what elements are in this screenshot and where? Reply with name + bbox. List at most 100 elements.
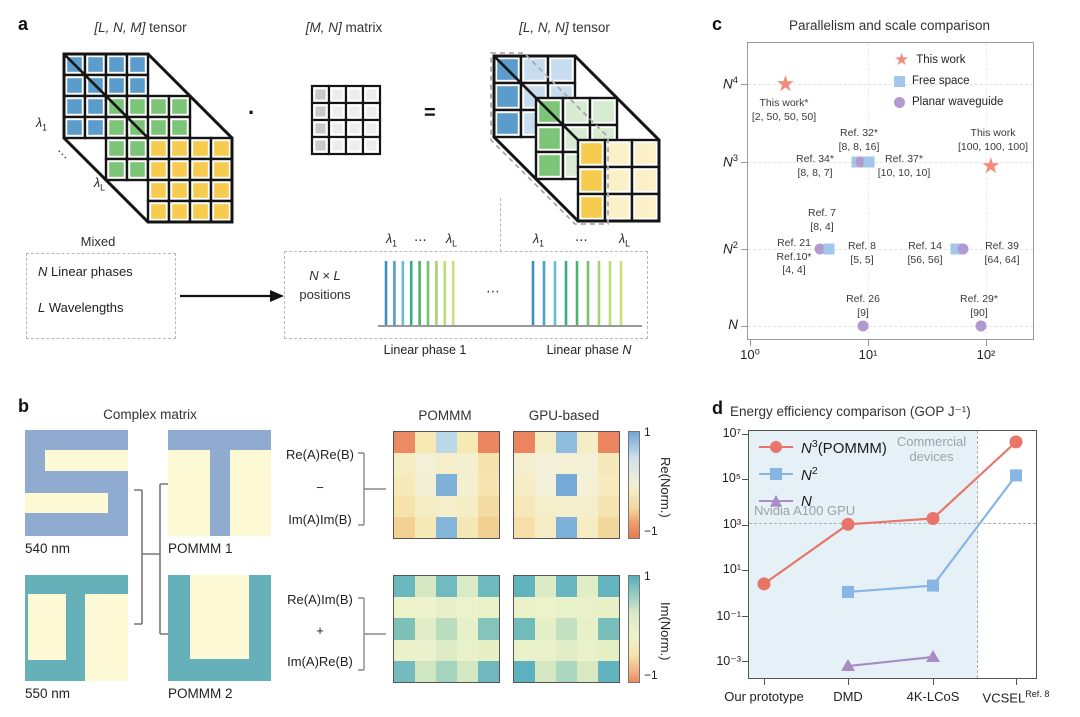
annotation: Ref. 26 [9] — [846, 293, 880, 319]
tensor-cell-fill — [88, 120, 103, 135]
tensor-cell-fill — [109, 57, 124, 72]
matrix-diagram — [310, 84, 382, 156]
square-marker — [863, 156, 875, 168]
tensor-depth-line — [493, 55, 579, 141]
square-icon — [894, 75, 905, 87]
heatmap-cell — [478, 576, 499, 598]
mixed-line-2: L Wavelengths — [38, 300, 124, 315]
circle-icon — [894, 96, 905, 108]
x-tick — [868, 339, 869, 346]
legend-line — [759, 494, 793, 507]
legend-label: N2 — [801, 464, 818, 484]
colorbar-re-max: 1 — [644, 425, 651, 439]
formula-re-im: Re(A)Im(B) — [287, 592, 353, 607]
panel-b-label: b — [18, 396, 29, 416]
x-axis-label: VCSELRef. 8 — [982, 689, 1050, 706]
tensor-cell-fill — [130, 57, 145, 72]
tensor-cell-fill — [608, 170, 629, 191]
circle-marker — [814, 243, 826, 255]
heatmap-cell — [514, 639, 535, 661]
legend-label: N — [801, 492, 812, 510]
y-tick — [742, 661, 749, 662]
heatmap-cell — [598, 432, 619, 454]
heatmap-cell — [436, 597, 457, 619]
heatmap-cell — [457, 453, 478, 475]
y-axis-label: N3 — [723, 153, 738, 170]
commercial-devices-region — [749, 431, 977, 678]
circle-marker — [757, 577, 771, 591]
spectrum-lines — [378, 261, 642, 327]
heatmap-cell — [535, 660, 556, 682]
mixed-box-title: Mixed — [80, 234, 116, 249]
heatmap-cell — [457, 516, 478, 538]
heatmap-cell — [436, 516, 457, 538]
circle-marker — [855, 156, 867, 168]
series-line — [847, 474, 1017, 594]
spectrum1-lambda-L: λL — [446, 232, 458, 249]
heatmap-cell — [598, 597, 619, 619]
right-tensor-title: [L, N, N] tensor — [482, 20, 647, 35]
plus-operator: + — [316, 623, 324, 638]
matrix-cell-fill — [332, 89, 343, 100]
matrix-cell-fill — [332, 106, 343, 117]
legend-line — [759, 467, 793, 480]
heatmap-cell — [457, 432, 478, 454]
line-series-canvas — [757, 435, 1023, 672]
pairing-bracket — [134, 483, 168, 635]
between-groups-dots: ⋯ — [486, 283, 500, 299]
heatmap-cell — [514, 597, 535, 619]
tensor-cell-fill — [524, 59, 545, 80]
y-tick — [741, 84, 748, 85]
y-tick — [742, 570, 749, 572]
legend-item: N — [759, 492, 812, 510]
input-image-540nm — [25, 430, 128, 536]
merge-bracket-top — [358, 452, 386, 526]
h-gridline — [748, 249, 1033, 250]
heatmap-cell — [457, 474, 478, 496]
x-axis-label: Our prototype — [724, 689, 804, 704]
matrix-cell-fill — [332, 123, 343, 134]
triangle-marker — [926, 650, 940, 663]
colorbar-im — [628, 575, 640, 683]
matrix-cell-fill — [315, 123, 326, 134]
annotation: Ref. 14 [56, 56] — [907, 240, 943, 266]
tensor-cell-fill — [88, 57, 103, 72]
heatmap-cell — [556, 660, 577, 682]
tensor-cell-fill — [109, 120, 124, 135]
series-line — [763, 441, 1017, 585]
heatmap-cell — [436, 660, 457, 682]
formula-re-re: Re(A)Re(B) — [286, 447, 354, 462]
arrow-icon — [180, 290, 284, 302]
v-gridline — [986, 43, 987, 339]
y-axis-label: 10⁷ — [722, 426, 741, 440]
circle-marker — [975, 320, 987, 332]
commercial-devices-label: Commercial devices — [896, 434, 967, 464]
heatmap-cell — [535, 516, 556, 538]
tensor-cell-fill — [151, 141, 166, 156]
tensor-cell-fill — [608, 143, 629, 164]
heatmap-cell — [457, 495, 478, 517]
heatmap-cell — [556, 474, 577, 496]
square-marker — [927, 579, 939, 592]
heatmap-cell — [394, 453, 415, 475]
heatmap-cell — [535, 576, 556, 598]
y-axis-label: 10⁻¹ — [716, 608, 741, 623]
y-tick — [741, 162, 748, 163]
legend-label: Planar waveguide — [912, 96, 1004, 108]
annotation: Ref. 39 [64, 64] — [984, 240, 1020, 266]
matrix-cell-fill — [366, 106, 377, 117]
x-tick — [933, 678, 934, 685]
tensor-cell-fill — [497, 113, 518, 134]
heatmap-cell — [556, 597, 577, 619]
annotation: Ref. 37* [10, 10, 10] — [877, 153, 931, 179]
lambda-dots: ⋯ — [52, 144, 72, 164]
heatmap-cell — [394, 618, 415, 640]
heatmap-cell — [556, 576, 577, 598]
legend-label: Free space — [912, 75, 970, 87]
tensor-cell-fill — [539, 128, 560, 149]
heatmap-cell — [436, 453, 457, 475]
heatmap-cell — [415, 576, 436, 598]
tensor-cell-fill — [130, 141, 145, 156]
spectrum2-dots: ⋯ — [575, 233, 588, 247]
heatmap-cell — [457, 618, 478, 640]
